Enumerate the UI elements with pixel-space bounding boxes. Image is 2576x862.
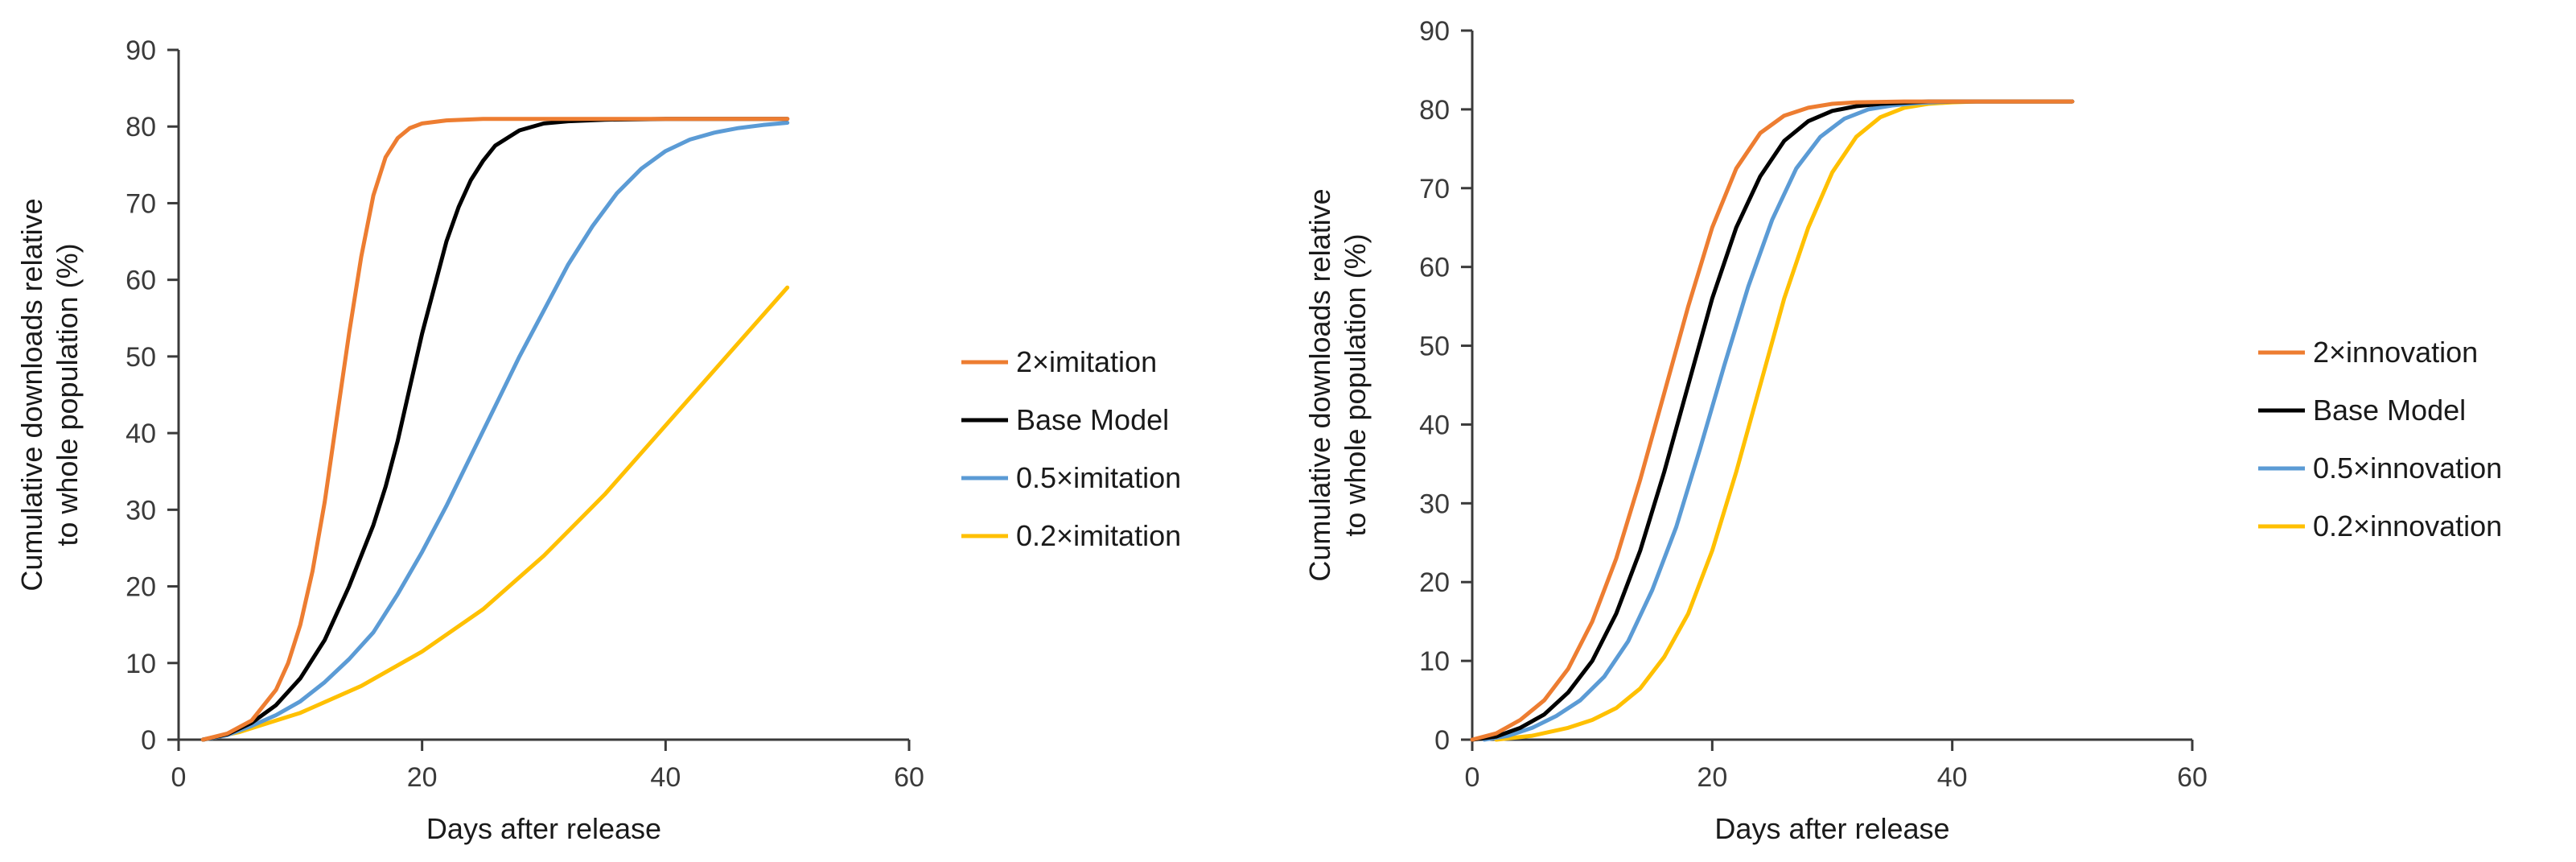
legend-label: 0.2×imitation bbox=[1016, 519, 1181, 552]
series-line-2 bbox=[200, 117, 790, 742]
y-tick-label: 10 bbox=[126, 649, 156, 679]
legend: 2×imitation Base Model 0.5×imitation 0.2×im… bbox=[961, 345, 1181, 552]
y-tick-label: 50 bbox=[126, 342, 156, 373]
x-tick-label: 0 bbox=[171, 762, 187, 793]
y-tick-label: 50 bbox=[1419, 332, 1450, 362]
x-tick-label: 60 bbox=[2177, 762, 2208, 793]
x-tick-label: 20 bbox=[1697, 762, 1727, 793]
y-tick-label: 10 bbox=[1419, 646, 1450, 677]
y-tick-label: 70 bbox=[126, 188, 156, 219]
legend-label: 0.5×imitation bbox=[1016, 461, 1181, 494]
x-axis-title: Days after release bbox=[1714, 812, 1949, 845]
series-line-2 bbox=[1470, 99, 2075, 742]
y-tick-label: 80 bbox=[126, 112, 156, 142]
x-tick-label: 20 bbox=[407, 762, 438, 793]
series-line-3 bbox=[200, 121, 790, 742]
y-axis-title-line-2: to whole population (%) bbox=[1339, 233, 1372, 536]
legend-label: 2×imitation bbox=[1016, 345, 1157, 378]
y-tick-label: 60 bbox=[1419, 253, 1450, 283]
y-axis-title-line-1: Cumulative downloads relative bbox=[1303, 188, 1336, 581]
legend-label: Base Model bbox=[2313, 394, 2466, 427]
y-tick-label: 0 bbox=[141, 725, 156, 756]
y-tick-label: 60 bbox=[126, 266, 156, 296]
legend: 2×innovation Base Model 0.5×innovation 0.2×… bbox=[2258, 336, 2502, 542]
y-tick-label: 70 bbox=[1419, 174, 1450, 204]
y-tick-label: 20 bbox=[1419, 567, 1450, 598]
y-tick-label: 20 bbox=[126, 572, 156, 603]
x-tick-label: 40 bbox=[1937, 762, 1968, 793]
x-axis-title: Days after release bbox=[426, 812, 661, 845]
legend-label: 0.2×innovation bbox=[2313, 509, 2502, 542]
y-axis-title-line-1: Cumulative downloads relative bbox=[15, 198, 48, 591]
y-tick-label: 40 bbox=[126, 419, 156, 449]
legend-label: 0.5×innovation bbox=[2313, 452, 2502, 485]
legend-label: Base Model bbox=[1016, 403, 1169, 436]
series-line-3 bbox=[1482, 99, 2075, 742]
legend-label: 2×innovation bbox=[2313, 336, 2478, 369]
series-line-1 bbox=[200, 117, 790, 742]
x-tick-label: 60 bbox=[894, 762, 924, 793]
series-line-1 bbox=[1470, 99, 2075, 742]
y-tick-label: 80 bbox=[1419, 95, 1450, 126]
y-axis-title-line-2: to whole population (%) bbox=[51, 243, 84, 546]
series-line-4 bbox=[200, 285, 790, 742]
x-tick-label: 0 bbox=[1465, 762, 1480, 793]
y-tick-label: 30 bbox=[126, 495, 156, 526]
x-tick-label: 40 bbox=[650, 762, 681, 793]
y-tick-label: 30 bbox=[1419, 489, 1450, 519]
y-tick-label: 40 bbox=[1419, 410, 1450, 440]
chart-panel-1: 0 10 20 30 40 50 60 70 80 90 0 20 40 60 Days after rel… bbox=[15, 35, 1181, 845]
y-tick-label: 0 bbox=[1434, 725, 1450, 756]
chart-panel-2: 0 10 20 30 40 50 60 70 80 90 0 20 40 60 Days after rel… bbox=[1303, 16, 2502, 845]
y-tick-label: 90 bbox=[1419, 16, 1450, 47]
y-tick-label: 90 bbox=[126, 35, 156, 66]
